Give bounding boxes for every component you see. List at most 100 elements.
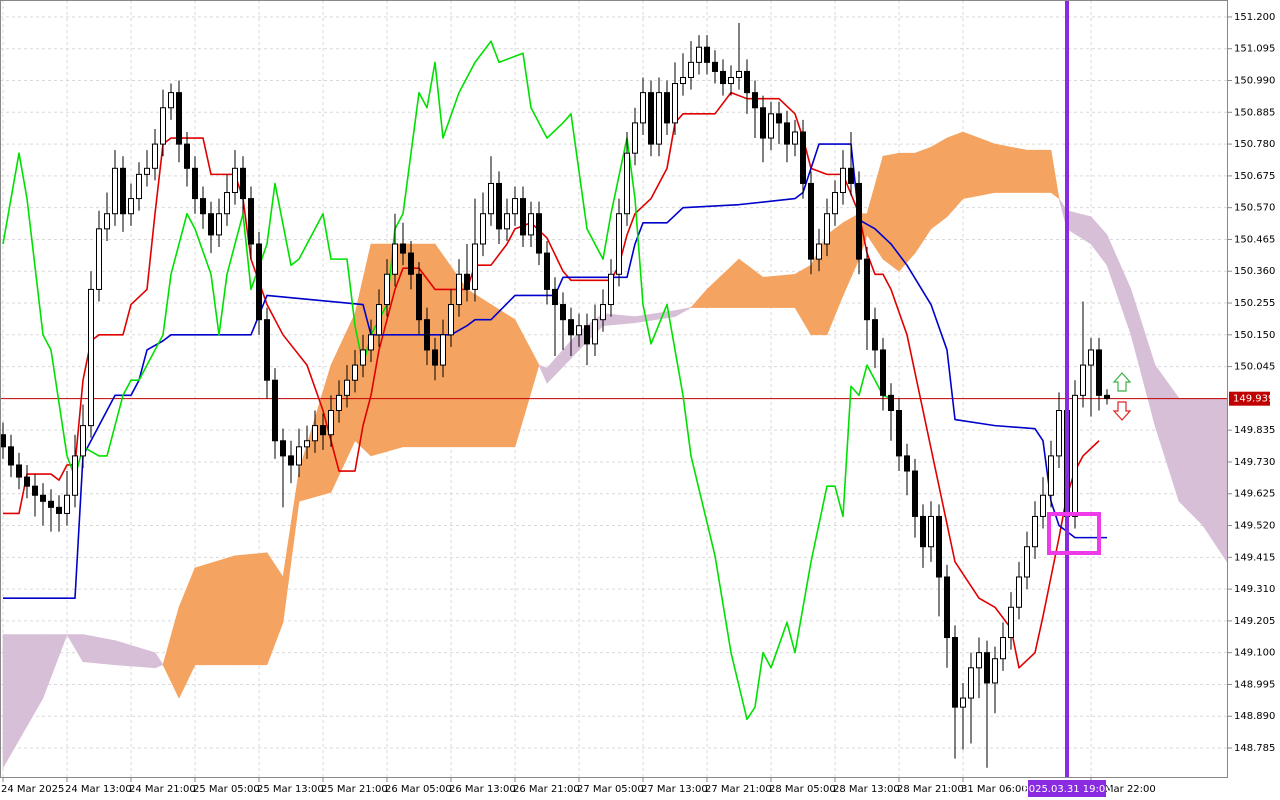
x-tick-label: 24 Mar 21:00 — [129, 784, 196, 795]
candle-body — [88, 288, 94, 427]
candle-body — [784, 122, 790, 145]
y-tick-label: 150.780 — [1234, 139, 1275, 150]
x-tick-label: 31 Mar 06:00 — [961, 784, 1028, 795]
candle-body — [112, 167, 118, 215]
candle-body — [576, 325, 582, 336]
last-price-label-box — [1229, 391, 1270, 406]
candle-body — [264, 319, 270, 381]
candle-body — [864, 258, 870, 321]
y-tick-label: 149.205 — [1234, 616, 1275, 627]
candle-body — [512, 198, 518, 215]
y-tick-label: 149.730 — [1234, 457, 1275, 468]
candle-body — [424, 319, 430, 351]
buy-arrow — [1112, 372, 1132, 392]
candle-body — [880, 349, 886, 396]
candle-body — [368, 334, 374, 351]
candle-body — [1032, 515, 1038, 548]
candle-body — [856, 182, 862, 260]
y-tick-label: 149.100 — [1234, 648, 1275, 659]
candle-body — [544, 252, 550, 290]
plot-area — [0, 0, 1228, 778]
candle-body — [960, 697, 966, 708]
candle-body — [192, 167, 198, 200]
y-tick-label: 150.675 — [1234, 171, 1275, 182]
y-tick-label: 150.465 — [1234, 234, 1275, 245]
last-price-label: 149.939 — [1233, 394, 1274, 405]
candle-body — [352, 364, 358, 381]
candle-body — [272, 379, 278, 442]
candle-body — [640, 92, 646, 124]
y-tick-label: 149.520 — [1234, 521, 1275, 532]
candle-body — [216, 213, 222, 236]
candle-body — [408, 252, 414, 275]
axes: 151.200 151.095 150.990 150.885 150.780 150.6… — [1, 12, 1275, 797]
candle-body — [648, 92, 654, 145]
candle-body — [152, 143, 158, 169]
y-tick-label: 148.995 — [1234, 679, 1275, 690]
candle-body — [936, 515, 942, 578]
y-tick-label: 149.835 — [1234, 425, 1275, 436]
candle-body — [200, 198, 206, 215]
candle-body — [376, 304, 382, 336]
candle-body — [208, 213, 214, 236]
candle-body — [920, 515, 926, 548]
y-tick-label: 148.890 — [1234, 711, 1275, 722]
candle-body — [32, 485, 38, 496]
vertical-line-label: 2025.03.31 19:00 — [1022, 784, 1111, 795]
candle-body — [176, 92, 182, 145]
candle-body — [472, 243, 478, 290]
candle-body — [944, 576, 950, 639]
candle-body — [848, 167, 854, 184]
cloud-segment — [466, 288, 492, 448]
candle-body — [952, 637, 958, 708]
x-tick-label: 28 Mar 13:00 — [833, 784, 900, 795]
candle-body — [1040, 494, 1046, 517]
candle-body — [320, 425, 326, 436]
x-tick-label: 27 Mar 13:00 — [641, 784, 708, 795]
candle-body — [608, 273, 614, 306]
candle-body — [248, 198, 254, 245]
candle-body — [328, 409, 334, 436]
candle-body — [624, 152, 630, 215]
x-tick-label: 25 Mar 21:00 — [321, 784, 388, 795]
candle-body — [496, 182, 502, 230]
candle-body — [520, 198, 526, 236]
candle-body — [792, 131, 798, 145]
candle-body — [736, 70, 742, 78]
candle-body — [24, 476, 30, 487]
candle-body — [992, 658, 998, 684]
y-tick-label: 150.990 — [1234, 76, 1275, 87]
candle-body — [504, 213, 510, 230]
candle-body — [840, 167, 846, 194]
candle-body — [64, 494, 70, 514]
candles — [0, 23, 1110, 768]
candle-body — [336, 394, 342, 411]
candle-body — [312, 425, 318, 442]
candle-body — [888, 394, 894, 411]
candle-body — [760, 107, 766, 139]
candle-body — [600, 304, 606, 321]
cloud-segment — [154, 651, 164, 669]
candle-body — [560, 304, 566, 321]
candle-body — [488, 182, 494, 215]
candle-body — [1000, 637, 1006, 660]
candle-body — [344, 379, 350, 396]
x-tick-label: 31 Mar 22:00 — [1089, 784, 1156, 795]
y-tick-label: 149.310 — [1234, 584, 1275, 595]
candle-body — [432, 349, 438, 366]
candle-body — [816, 243, 822, 260]
candle-body — [280, 440, 286, 457]
candle-body — [696, 46, 702, 63]
candle-body — [632, 122, 638, 154]
candle-body — [872, 319, 878, 351]
cloud-segment — [1026, 149, 1052, 193]
candle-body — [128, 198, 134, 215]
x-tick-label: 27 Mar 21:00 — [705, 784, 772, 795]
cloud-segment — [42, 634, 68, 699]
x-tick-label: 26 Mar 13:00 — [449, 784, 516, 795]
candle-body — [384, 273, 390, 306]
cloud-segment — [762, 273, 796, 308]
candle-body — [240, 167, 246, 200]
